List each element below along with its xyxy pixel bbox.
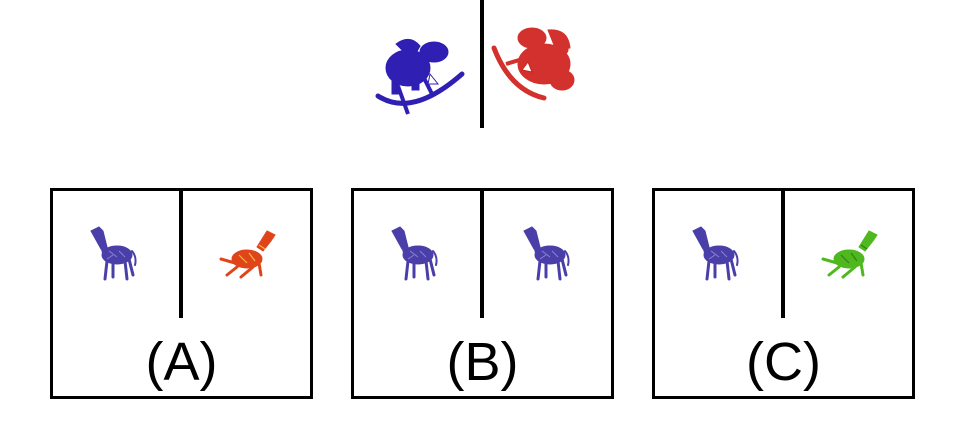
reference-pair [360,0,600,130]
option-c-divider [781,191,785,318]
option-c-label: (C) [746,332,821,392]
rocking-horse-red-svg [491,27,575,101]
option-b-label: (B) [446,332,519,392]
giraffe-blue-svg [523,226,570,281]
giraffe-icon [390,225,440,281]
giraffe-icon [89,225,139,281]
giraffe-blue-svg [692,226,739,281]
giraffe-icon [691,225,741,281]
option-b-divider [480,191,484,318]
giraffe-green-svg [821,230,878,279]
giraffe-blue-svg [391,226,438,281]
giraffe-icon [821,229,881,279]
option-a-panel[interactable]: (A) [50,188,313,399]
option-a-divider [179,191,183,318]
rocking-horse-blue-svg [375,39,465,115]
option-a-label: (A) [145,332,218,392]
option-c-panel[interactable]: (C) [652,188,915,399]
rocking-horse-icon [372,34,468,120]
rocking-horse-icon [491,24,588,104]
reference-divider [480,0,484,128]
giraffe-icon [219,229,279,279]
giraffe-blue-svg [90,226,137,281]
giraffe-icon [522,225,572,281]
option-b-panel[interactable]: (B) [351,188,614,399]
giraffe-orange-svg [219,230,276,279]
